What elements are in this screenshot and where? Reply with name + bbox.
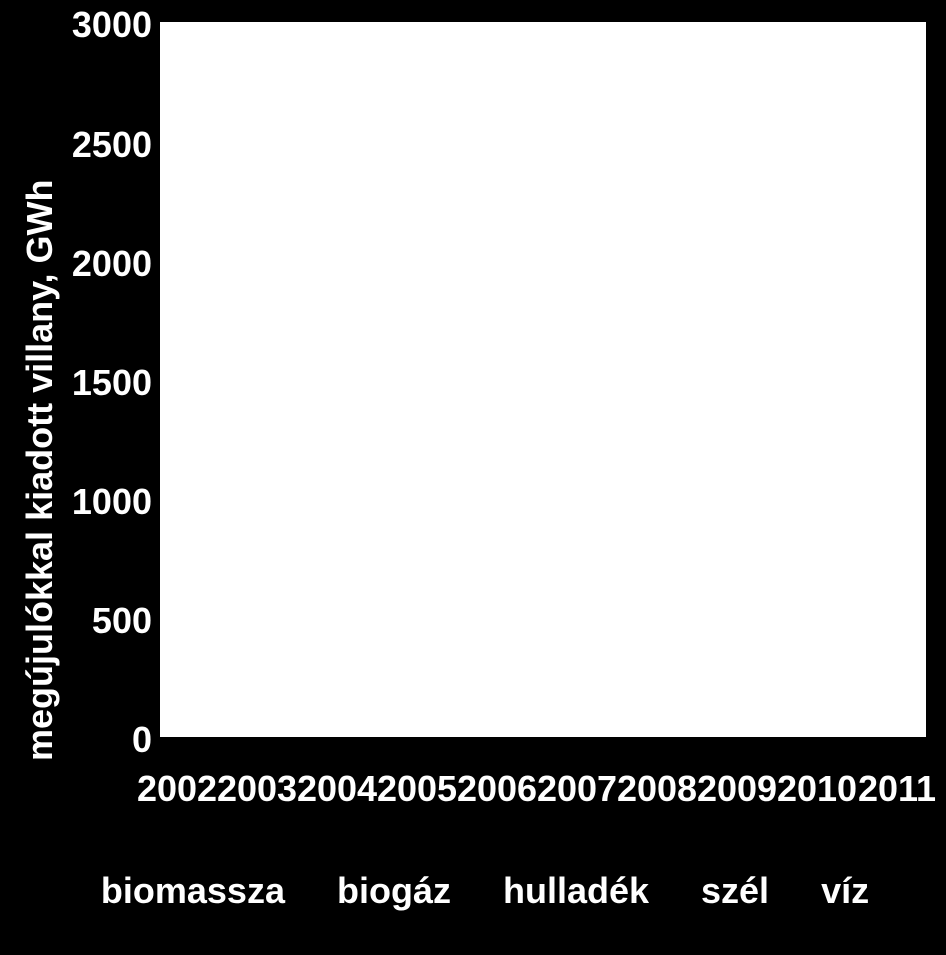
legend-swatch-icon (797, 882, 815, 900)
y-tick-label: 1000 (40, 481, 152, 523)
legend-item: biomassza (77, 870, 285, 912)
y-tick-label: 500 (40, 600, 152, 642)
legend-label: biogáz (337, 870, 451, 912)
legend-item: hulladék (479, 870, 649, 912)
y-tick-label: 3000 (40, 4, 152, 46)
legend-item: szél (677, 870, 769, 912)
y-tick-label: 2500 (40, 124, 152, 166)
legend-label: szél (701, 870, 769, 912)
chart-legend: biomassza biogáz hulladék szél víz (0, 870, 946, 912)
legend-label: hulladék (503, 870, 649, 912)
legend-label: víz (821, 870, 869, 912)
y-tick-label: 2000 (40, 243, 152, 285)
legend-item: víz (797, 870, 869, 912)
y-tick-label: 1500 (40, 362, 152, 404)
y-tick-label: 0 (40, 719, 152, 761)
x-tick-label: 2011 (842, 768, 946, 810)
legend-item: biogáz (313, 870, 451, 912)
legend-label: biomassza (101, 870, 285, 912)
legend-swatch-icon (479, 882, 497, 900)
plot-area (160, 22, 926, 737)
legend-swatch-icon (677, 882, 695, 900)
legend-swatch-icon (77, 882, 95, 900)
legend-swatch-icon (313, 882, 331, 900)
